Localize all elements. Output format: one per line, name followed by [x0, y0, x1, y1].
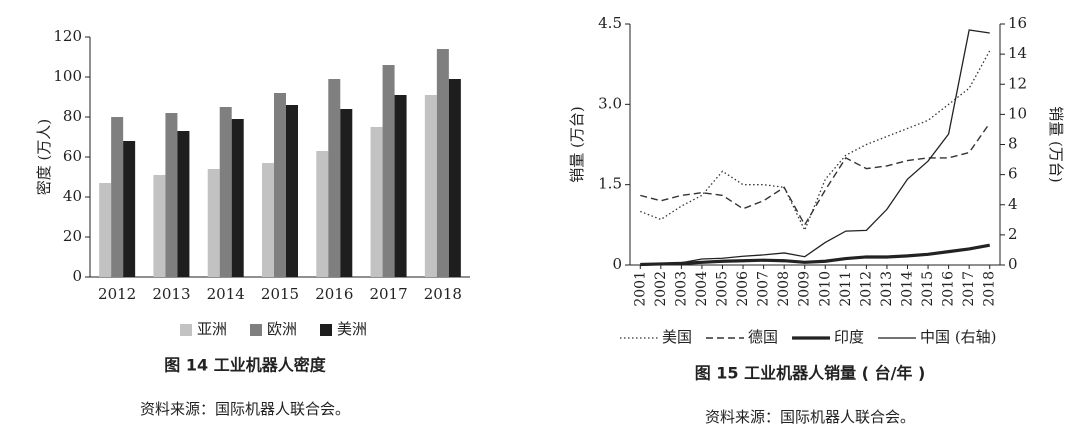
y2-tick-label: 0	[1008, 255, 1018, 273]
bar	[436, 49, 449, 277]
x-tick-label: 2013	[879, 271, 895, 307]
bar	[111, 117, 124, 277]
x-tick-label: 2017	[961, 271, 977, 307]
y2-tick-label: 8	[1008, 135, 1018, 153]
x-tick-label: 2013	[152, 285, 190, 303]
chart-title: 图 15 工业机器人销量 ( 台/年 )	[695, 364, 926, 383]
x-tick-label: 2015	[920, 271, 936, 307]
y-tick-label: 4.5	[598, 14, 622, 32]
y-tick-label: 120	[53, 27, 82, 45]
bar	[99, 183, 112, 277]
x-tick-label: 2018	[982, 271, 998, 307]
y-axis-label: 密度 (万人)	[35, 119, 53, 195]
line-series	[640, 243, 991, 267]
x-tick-label: 2007	[756, 271, 772, 307]
y-tick-label: 40	[63, 187, 82, 205]
legend-label: 欧洲	[267, 320, 297, 338]
bar	[165, 113, 178, 277]
y-tick-label: 1.5	[598, 175, 622, 193]
legend-swatch	[320, 324, 332, 336]
bar	[340, 109, 353, 277]
bar	[382, 65, 395, 277]
x-tick-label: 2003	[673, 271, 689, 307]
bar	[123, 141, 136, 277]
legend-label: 德国	[748, 328, 778, 346]
x-tick-label: 2016	[941, 271, 957, 307]
line-series	[640, 29, 990, 265]
x-tick-label: 2006	[735, 271, 751, 307]
x-tick-label: 2001	[632, 271, 648, 307]
line-series	[640, 50, 991, 232]
bar	[394, 95, 407, 277]
bar	[316, 151, 329, 277]
y2-tick-label: 14	[1008, 44, 1027, 62]
bar	[370, 127, 383, 277]
y-tick-label: 80	[63, 107, 82, 125]
x-tick-label: 2015	[261, 285, 299, 303]
legend-label: 亚洲	[197, 320, 227, 338]
y2-tick-label: 16	[1008, 14, 1027, 32]
x-tick-label: 2004	[694, 271, 710, 307]
y-tick-label: 3.0	[598, 94, 622, 112]
y-tick-label: 0	[612, 255, 622, 273]
y2-axis-label: 销量 (万台)	[1047, 106, 1065, 182]
bar	[424, 95, 437, 277]
x-tick-label: 2014	[207, 285, 245, 303]
x-tick-label: 2008	[776, 271, 792, 307]
bar	[207, 169, 220, 277]
bar	[448, 79, 461, 277]
line-series	[640, 122, 991, 227]
x-tick-label: 2011	[838, 271, 854, 307]
y2-tick-label: 10	[1008, 104, 1027, 122]
legend-label: 美洲	[337, 320, 367, 338]
x-tick-label: 2016	[315, 285, 353, 303]
y2-tick-label: 6	[1008, 165, 1018, 183]
x-tick-label: 2005	[715, 271, 731, 307]
bar	[328, 79, 341, 277]
bar	[231, 119, 244, 277]
y-tick-label: 20	[63, 227, 82, 245]
legend-label: 美国	[662, 328, 692, 346]
bar	[177, 131, 190, 277]
legend-label: 印度	[834, 328, 864, 346]
y2-tick-label: 2	[1008, 225, 1018, 243]
bar	[262, 163, 274, 277]
legend-swatch	[180, 324, 192, 336]
y-tick-label: 0	[72, 267, 82, 285]
x-tick-label: 2012	[858, 271, 874, 307]
y-tick-label: 60	[63, 147, 82, 165]
x-tick-label: 2012	[98, 285, 136, 303]
x-tick-label: 2017	[369, 285, 407, 303]
x-tick-label: 2010	[817, 271, 833, 307]
x-tick-label: 2009	[797, 271, 813, 307]
x-tick-label: 2002	[653, 271, 669, 307]
bar	[286, 105, 298, 277]
x-tick-label: 2018	[424, 285, 462, 303]
bar	[219, 107, 232, 277]
source-note: 资料来源：国际机器人联合会。	[705, 408, 915, 426]
bar	[153, 175, 166, 277]
source-note: 资料来源：国际机器人联合会。	[140, 400, 350, 418]
legend-label: 中国 (右轴)	[920, 328, 996, 346]
bar	[274, 93, 286, 277]
y-tick-label: 100	[53, 67, 82, 85]
chart-title: 图 14 工业机器人密度	[164, 356, 326, 375]
x-tick-label: 2014	[900, 271, 916, 307]
y2-tick-label: 4	[1008, 195, 1018, 213]
y2-tick-label: 12	[1008, 74, 1027, 92]
y-axis-label: 销量 (万台)	[568, 106, 586, 182]
legend-swatch	[250, 324, 262, 336]
